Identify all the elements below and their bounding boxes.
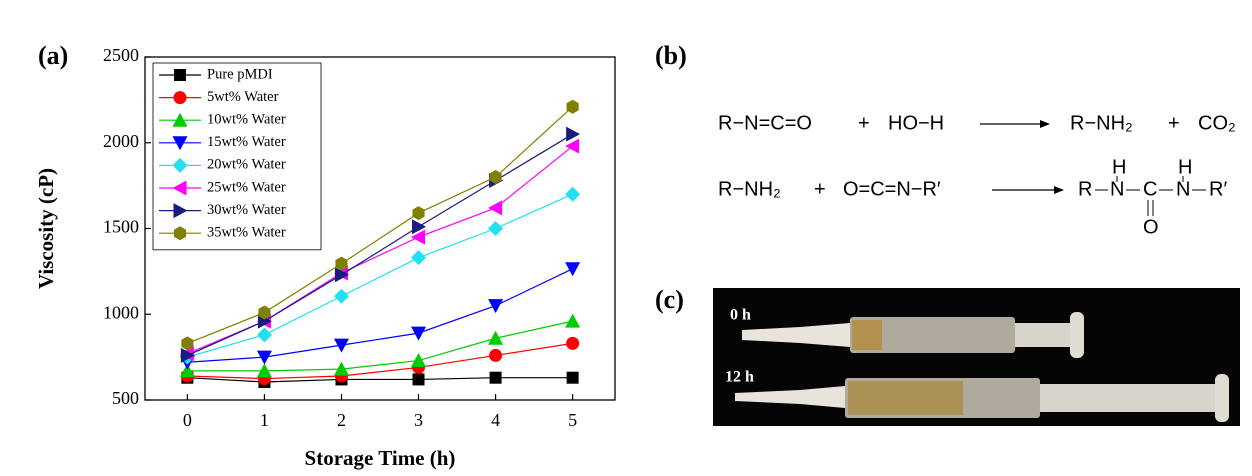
syringe-liquid <box>848 381 963 415</box>
formula: R−N=C=O <box>718 112 812 134</box>
legend-marker <box>173 181 187 196</box>
figure: (a) Storage Time (h) Viscosity (cP) 500 1000… <box>0 0 1252 476</box>
formula: R−NH₂ <box>1070 112 1133 134</box>
syringe-plunger <box>1040 384 1220 412</box>
marker <box>488 331 503 345</box>
x-tick-label: 1 <box>260 410 269 430</box>
legend-label: 20wt% Water <box>207 157 286 173</box>
photo: 0 h 12 h <box>713 288 1240 426</box>
legend-label: 15wt% Water <box>207 134 286 150</box>
legend-marker <box>174 69 186 81</box>
reaction-1: R−N=C=O + HO−H R−NH₂ + CO₂ <box>718 112 1236 134</box>
y-tick-label: 2000 <box>103 131 139 151</box>
marker <box>566 337 579 350</box>
panel-label: (b) <box>655 41 687 70</box>
marker <box>489 349 502 362</box>
y-tick-label: 500 <box>112 388 139 408</box>
y-tick-label: 2500 <box>103 45 139 65</box>
atom: O <box>1143 216 1159 238</box>
legend-marker <box>174 203 188 218</box>
chart-panel-a: (a) Storage Time (h) Viscosity (cP) 500 1000… <box>34 41 615 470</box>
plus: + <box>1168 112 1180 134</box>
syringe-liquid <box>852 320 882 350</box>
legend-label: Pure pMDI <box>207 66 273 82</box>
y-axis-title: Viscosity (cP) <box>34 168 58 289</box>
marker <box>488 200 502 215</box>
panel-label: (c) <box>655 285 684 314</box>
formula: HO−H <box>888 112 944 134</box>
legend-label: 30wt% Water <box>207 202 286 218</box>
formula: O=C=N−R′ <box>843 178 941 200</box>
x-tick-label: 2 <box>337 410 346 430</box>
panel-label: (a) <box>38 41 68 70</box>
x-tick-label: 4 <box>491 410 500 430</box>
legend-label: 25wt% Water <box>207 179 286 195</box>
x-axis-title: Storage Time (h) <box>305 446 456 470</box>
arrow-head <box>1040 120 1050 128</box>
marker <box>490 372 502 384</box>
formula: R−NH₂ <box>718 178 781 200</box>
y-tick-label: 1500 <box>103 217 139 237</box>
x-tick-label: 0 <box>183 410 192 430</box>
reaction-2: R−NH₂ + O=C=N−R′ R N C N R′ H H O <box>718 156 1227 238</box>
plus: + <box>814 178 826 200</box>
marker <box>565 187 580 202</box>
series-line <box>187 343 572 378</box>
marker <box>488 221 503 236</box>
legend-label: 10wt% Water <box>207 112 286 128</box>
marker <box>488 299 503 313</box>
legend-label: 5wt% Water <box>207 89 279 105</box>
formula: CO₂ <box>1198 112 1236 134</box>
marker <box>411 353 426 367</box>
photo-label: 0 h <box>730 307 751 324</box>
x-tick-label: 3 <box>414 410 423 430</box>
legend-label: 35wt% Water <box>207 225 286 241</box>
atom: C <box>1143 178 1157 200</box>
marker <box>413 373 425 385</box>
y-tick-label: 1000 <box>103 302 139 322</box>
syringe-thumb <box>1070 312 1084 358</box>
series-line <box>187 321 572 371</box>
atom: R <box>1078 178 1092 200</box>
atom: H <box>1112 156 1126 178</box>
marker <box>411 250 426 265</box>
legend-marker <box>173 158 188 173</box>
arrow-head <box>1054 186 1064 194</box>
atom: R′ <box>1209 178 1227 200</box>
legend-marker <box>174 226 186 240</box>
atom: H <box>1178 156 1192 178</box>
marker <box>257 327 272 342</box>
legend-marker <box>174 91 187 104</box>
marker <box>412 206 424 220</box>
marker <box>565 314 580 328</box>
photo-label: 12 h <box>725 369 754 386</box>
syringe-plunger <box>1015 323 1075 347</box>
marker <box>334 289 349 304</box>
plus: + <box>858 112 870 134</box>
syringe-thumb <box>1215 374 1229 422</box>
series-line <box>187 269 572 362</box>
series-line <box>187 194 572 357</box>
marker <box>567 372 579 384</box>
marker <box>567 100 579 114</box>
marker <box>565 262 580 276</box>
x-tick-label: 5 <box>568 410 577 430</box>
